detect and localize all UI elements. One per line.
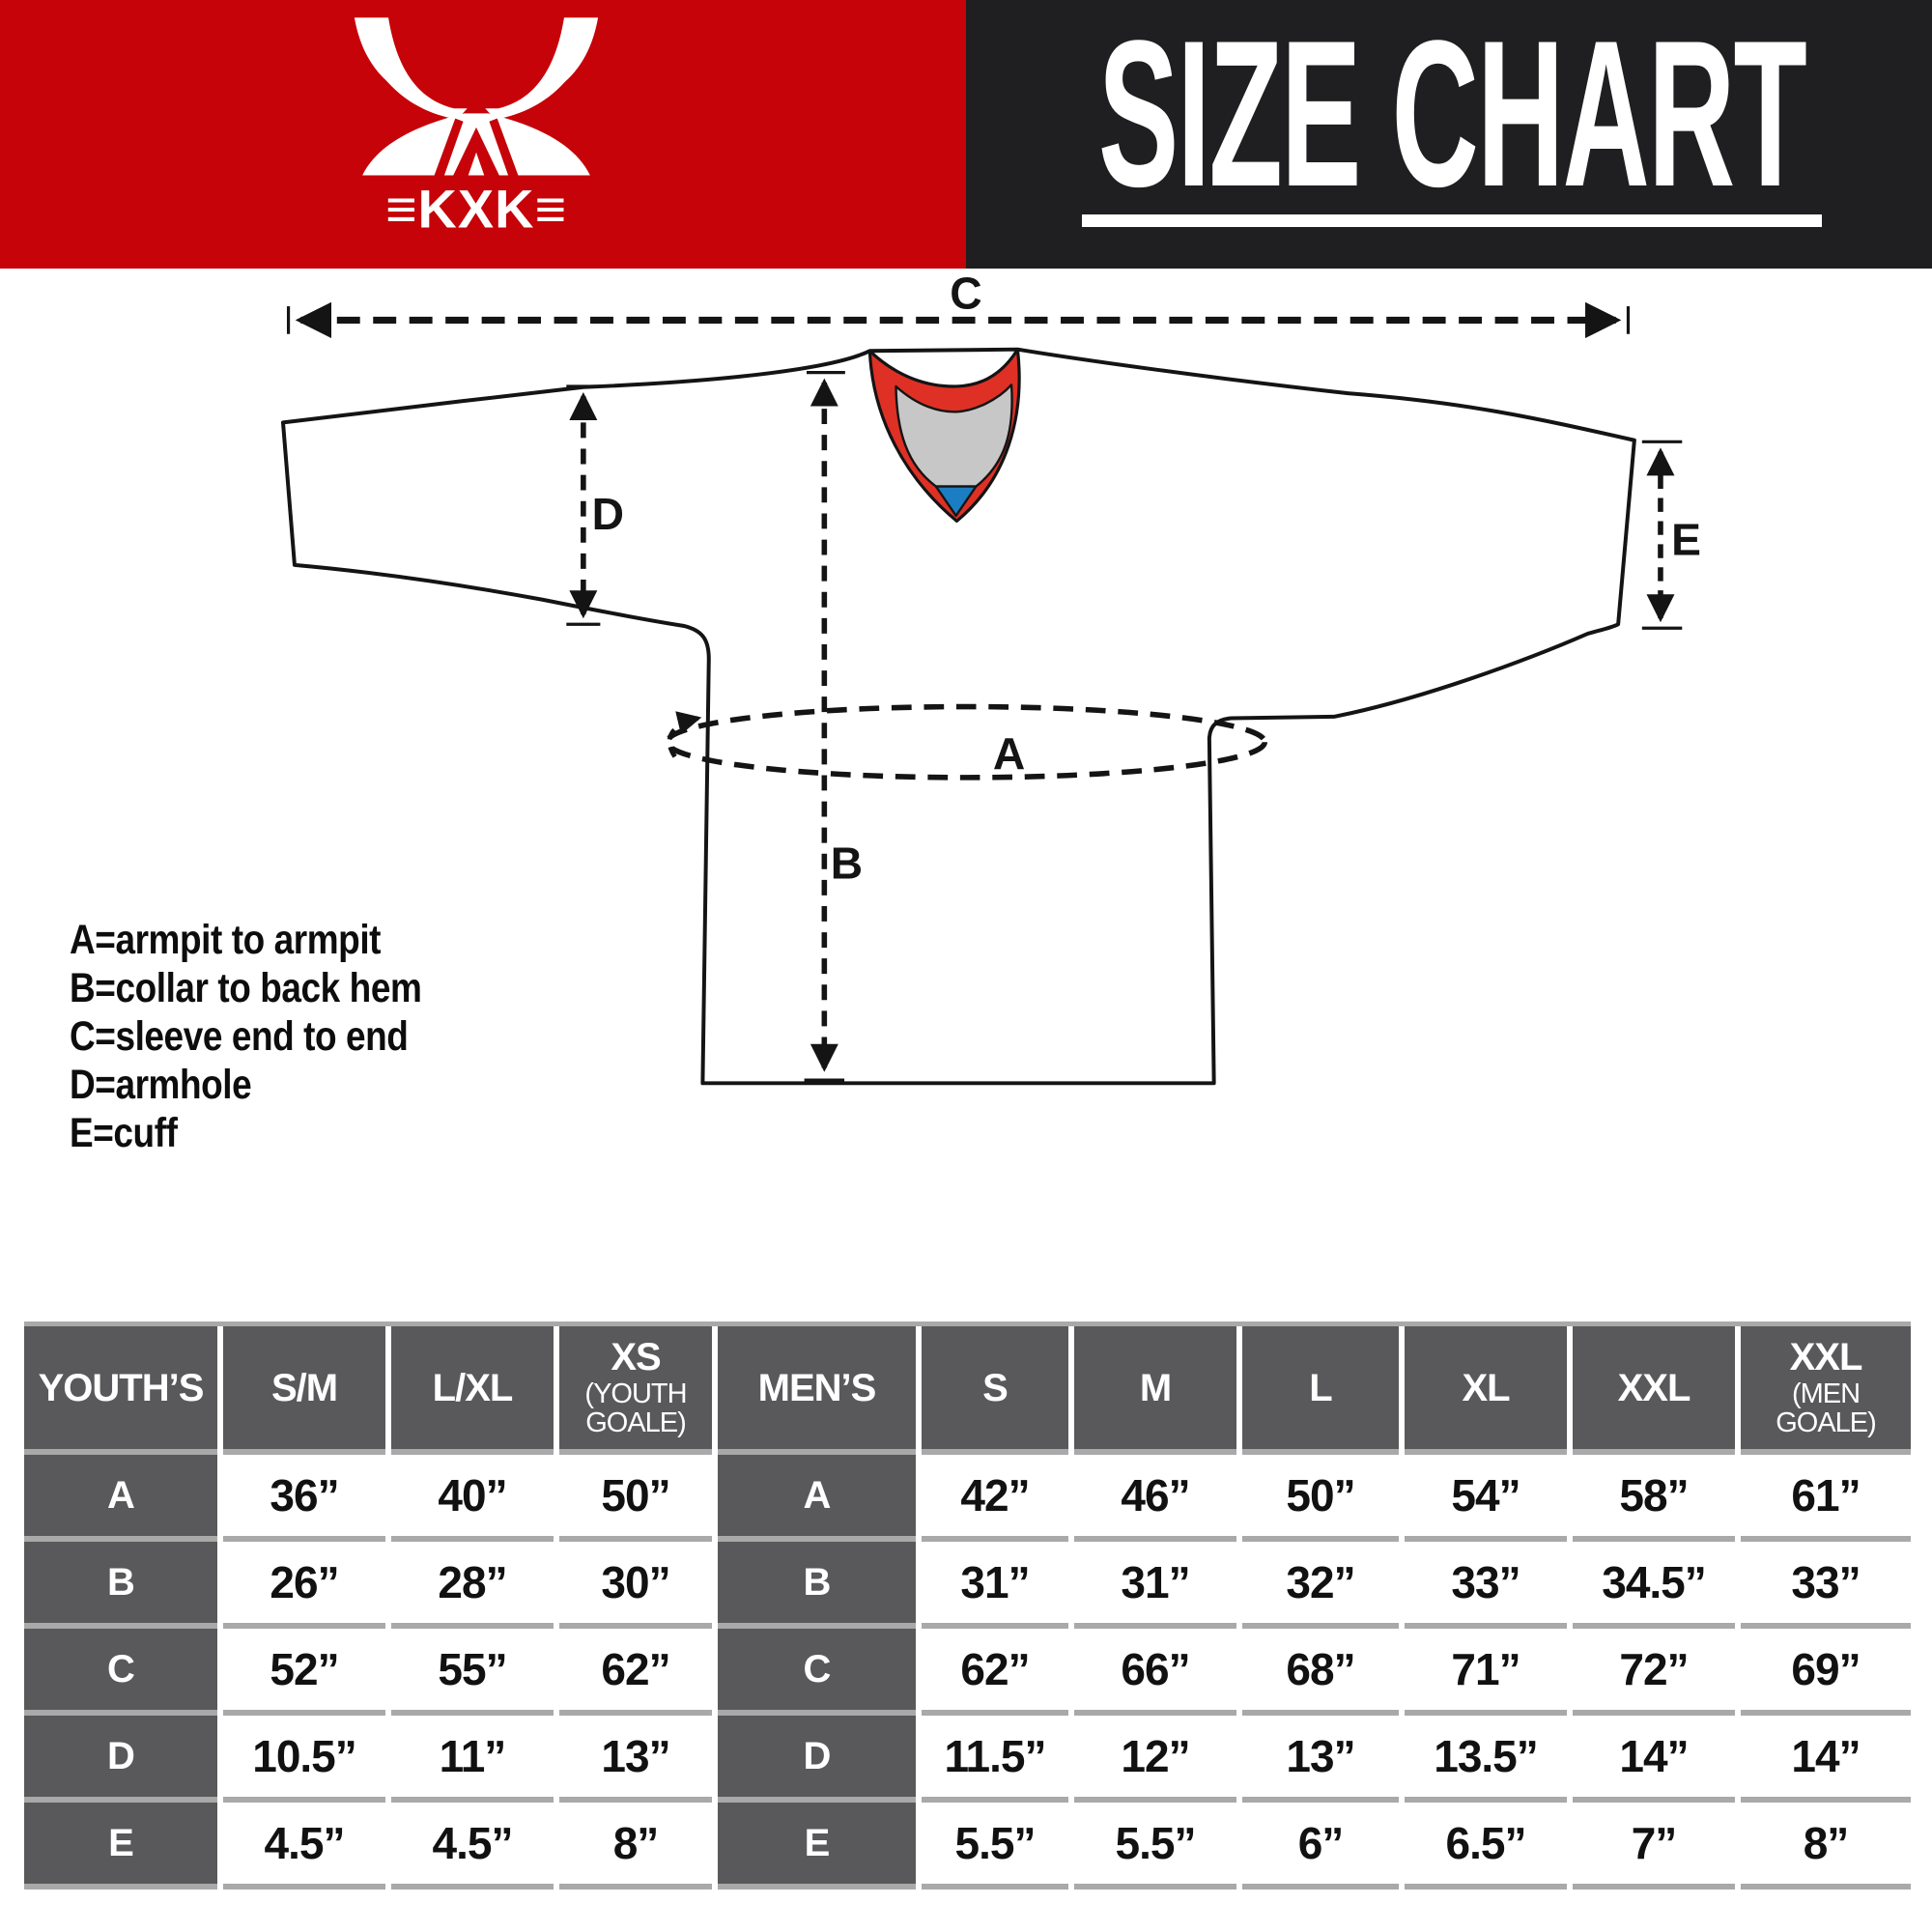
- size-table: YOUTH’S S/M L/XL XS (YOUTH GOALE) MEN’S …: [24, 1321, 1911, 1889]
- size-value-cell: 31”: [922, 1542, 1068, 1629]
- collar-accent: [934, 485, 978, 518]
- row-label-cell: A: [718, 1455, 916, 1542]
- size-value-cell: 5.5”: [1074, 1803, 1236, 1889]
- row-label-cell: D: [718, 1716, 916, 1803]
- size-value-cell: 42”: [922, 1455, 1068, 1542]
- size-value-cell: 6.5”: [1405, 1803, 1567, 1889]
- size-value-cell: 50”: [559, 1455, 712, 1542]
- title-underline: [1082, 214, 1822, 227]
- size-value-cell: 4.5”: [391, 1803, 554, 1889]
- size-value-cell: 8”: [1741, 1803, 1911, 1889]
- row-label-cell: D: [24, 1716, 217, 1803]
- size-value-cell: 5.5”: [922, 1803, 1068, 1889]
- size-value-cell: 66”: [1074, 1629, 1236, 1716]
- size-value-cell: 12”: [1074, 1716, 1236, 1803]
- size-value-cell: 62”: [922, 1629, 1068, 1716]
- size-value-cell: 50”: [1242, 1455, 1399, 1542]
- title-graphic: SIZE CHART: [1082, 0, 1822, 231]
- th-xl: XL: [1405, 1326, 1567, 1455]
- size-value-cell: 33”: [1405, 1542, 1567, 1629]
- legend-line-a: A=armpit to armpit: [70, 917, 382, 963]
- th-sm: S/M: [223, 1326, 385, 1455]
- header: ≡KXK≡ SIZE CHART: [0, 0, 1932, 269]
- measure-arrow-d: D: [566, 384, 624, 626]
- size-value-cell: 14”: [1741, 1716, 1911, 1803]
- size-value-cell: 10.5”: [223, 1716, 385, 1803]
- measurement-legend: A=armpit to armpit B=collar to back hem …: [70, 916, 422, 1157]
- th-xxl: XXL: [1573, 1326, 1735, 1455]
- size-value-cell: 46”: [1074, 1455, 1236, 1542]
- size-value-cell: 14”: [1573, 1716, 1735, 1803]
- label-a: A: [993, 728, 1025, 779]
- size-value-cell: 13”: [1242, 1716, 1399, 1803]
- size-value-cell: 34.5”: [1573, 1542, 1735, 1629]
- th-m: M: [1074, 1326, 1236, 1455]
- size-value-cell: 69”: [1741, 1629, 1911, 1716]
- size-value-cell: 68”: [1242, 1629, 1399, 1716]
- collar: [867, 348, 1021, 524]
- size-value-cell: 11”: [391, 1716, 554, 1803]
- size-value-cell: 36”: [223, 1455, 385, 1542]
- measure-arrow-c: C: [286, 269, 1631, 339]
- size-value-cell: 26”: [223, 1542, 385, 1629]
- th-youths: YOUTH’S: [24, 1326, 217, 1455]
- size-value-cell: 62”: [559, 1629, 712, 1716]
- size-value-cell: 13.5”: [1405, 1716, 1567, 1803]
- brand-banner: ≡KXK≡: [0, 0, 966, 269]
- legend-line-c: C=sleeve end to end: [70, 1013, 409, 1060]
- row-label-cell: C: [718, 1629, 916, 1716]
- title-banner: SIZE CHART: [966, 0, 1932, 269]
- jersey-outline: [280, 347, 1636, 1086]
- row-label-cell: A: [24, 1455, 217, 1542]
- size-value-cell: 58”: [1573, 1455, 1735, 1542]
- size-value-cell: 30”: [559, 1542, 712, 1629]
- size-value-cell: 40”: [391, 1455, 554, 1542]
- size-value-cell: 33”: [1741, 1542, 1911, 1629]
- label-d: D: [592, 489, 624, 539]
- th-xs-youth-goale: XS (YOUTH GOALE): [559, 1326, 712, 1455]
- collar-inner: [895, 384, 1013, 488]
- kxk-logo-icon: ≡KXK≡: [354, 17, 599, 239]
- th-xxl-men-goale: XXL (MEN GOALE): [1741, 1326, 1911, 1455]
- label-c: C: [950, 269, 981, 318]
- label-b: B: [831, 838, 863, 888]
- size-value-cell: 31”: [1074, 1542, 1236, 1629]
- size-value-cell: 61”: [1741, 1455, 1911, 1542]
- row-label-cell: E: [24, 1803, 217, 1889]
- size-value-cell: 55”: [391, 1629, 554, 1716]
- legend-line-b: B=collar to back hem: [70, 965, 422, 1011]
- brand-logo-text: ≡KXK≡: [385, 178, 567, 239]
- row-label-cell: B: [24, 1542, 217, 1629]
- row-label-cell: B: [718, 1542, 916, 1629]
- measure-arrow-e: E: [1641, 440, 1701, 630]
- size-value-cell: 32”: [1242, 1542, 1399, 1629]
- size-value-cell: 8”: [559, 1803, 712, 1889]
- page-title: SIZE CHART: [1098, 0, 1806, 231]
- measure-arrow-a: A: [664, 703, 1268, 781]
- label-e: E: [1671, 515, 1701, 565]
- size-value-cell: 28”: [391, 1542, 554, 1629]
- legend-line-e: E=cuff: [70, 1110, 178, 1156]
- size-value-cell: 52”: [223, 1629, 385, 1716]
- th-s: S: [922, 1326, 1068, 1455]
- size-value-cell: 6”: [1242, 1803, 1399, 1889]
- row-label-cell: C: [24, 1629, 217, 1716]
- measure-arrow-b: B: [804, 371, 863, 1082]
- jersey-measurement-diagram: C D B E A: [280, 269, 1701, 1086]
- th-mens: MEN’S: [718, 1326, 916, 1455]
- size-value-cell: 71”: [1405, 1629, 1567, 1716]
- size-value-cell: 54”: [1405, 1455, 1567, 1542]
- size-value-cell: 7”: [1573, 1803, 1735, 1889]
- size-value-cell: 13”: [559, 1716, 712, 1803]
- size-value-cell: 11.5”: [922, 1716, 1068, 1803]
- legend-line-d: D=armhole: [70, 1062, 252, 1108]
- size-value-cell: 72”: [1573, 1629, 1735, 1716]
- th-lxl: L/XL: [391, 1326, 554, 1455]
- row-label-cell: E: [718, 1803, 916, 1889]
- th-l: L: [1242, 1326, 1399, 1455]
- size-value-cell: 4.5”: [223, 1803, 385, 1889]
